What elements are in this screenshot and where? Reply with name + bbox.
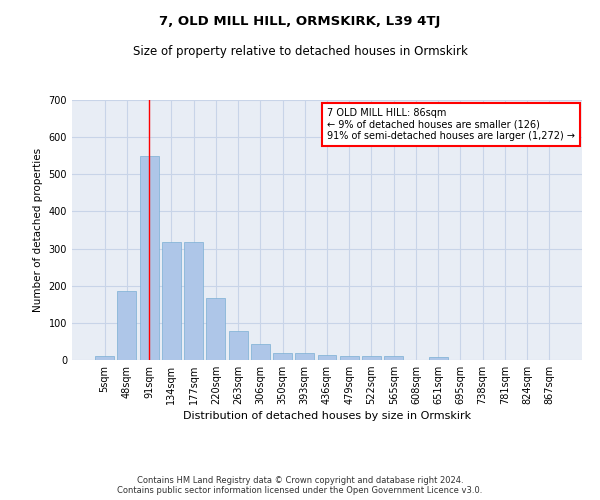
Text: 7 OLD MILL HILL: 86sqm
← 9% of detached houses are smaller (126)
91% of semi-det: 7 OLD MILL HILL: 86sqm ← 9% of detached … (327, 108, 575, 141)
Bar (206, 298, 225, 360)
Bar (362, 356, 381, 360)
X-axis label: Distribution of detached houses by size in Ormskirk: Distribution of detached houses by size … (183, 412, 471, 422)
Bar (317, 355, 337, 360)
Bar (140, 156, 158, 360)
Y-axis label: Number of detached properties: Number of detached properties (33, 148, 43, 312)
Bar (384, 356, 403, 360)
Bar (251, 344, 270, 360)
Bar (273, 354, 292, 360)
Text: 7, OLD MILL HILL, ORMSKIRK, L39 4TJ: 7, OLD MILL HILL, ORMSKIRK, L39 4TJ (160, 15, 440, 28)
Bar (162, 242, 181, 360)
Bar (340, 356, 359, 360)
Bar (229, 332, 248, 360)
Bar (95, 356, 114, 360)
Bar (429, 357, 448, 360)
Text: Contains HM Land Registry data © Crown copyright and database right 2024.
Contai: Contains HM Land Registry data © Crown c… (118, 476, 482, 495)
Text: Size of property relative to detached houses in Ormskirk: Size of property relative to detached ho… (133, 45, 467, 58)
Bar (184, 242, 203, 360)
Bar (295, 354, 314, 360)
Bar (118, 292, 136, 360)
